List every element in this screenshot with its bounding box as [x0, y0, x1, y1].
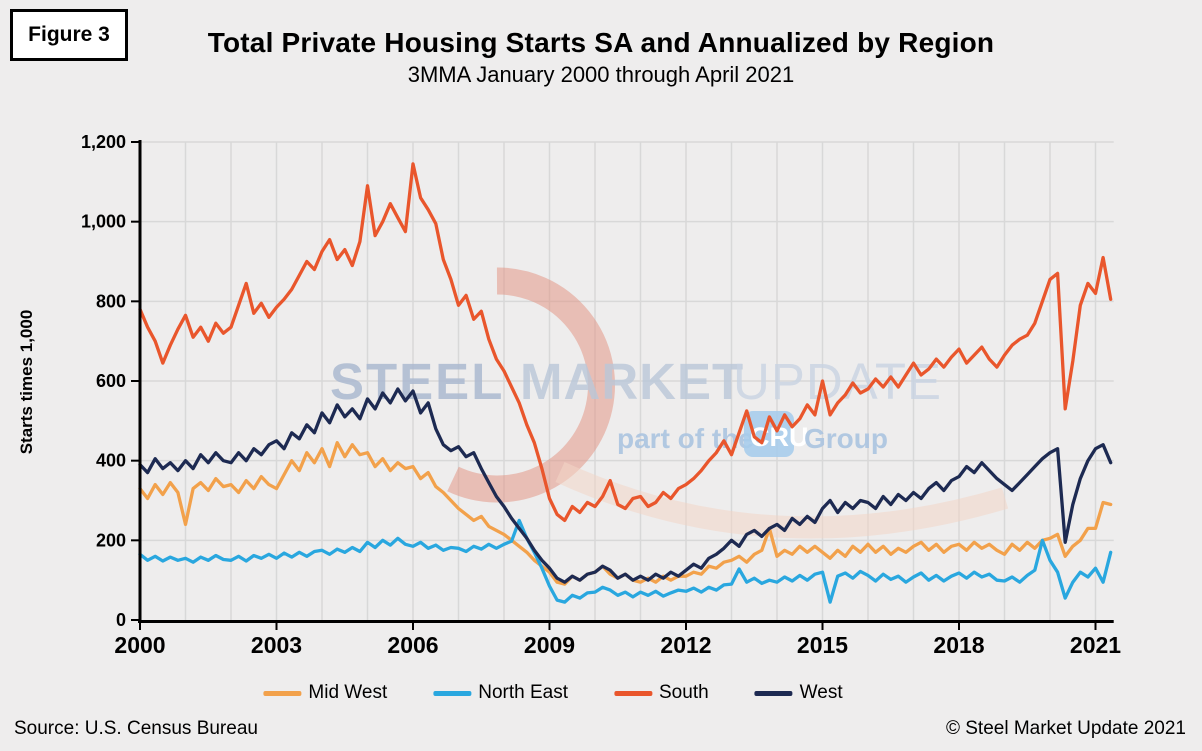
- legend-item-south: South: [614, 682, 709, 704]
- gridlines: [140, 141, 1114, 620]
- south-legend-label: South: [659, 682, 709, 703]
- data-series: [138, 162, 1113, 604]
- north-east-legend-label: North East: [478, 682, 569, 703]
- y-axis-title: Starts times 1,000: [17, 310, 36, 455]
- west-legend-line: [754, 690, 793, 696]
- watermark-tagline-suffix: Group: [804, 423, 888, 454]
- y-tick-label: 1,000: [81, 212, 126, 232]
- chart-subtitle: 3MMA January 2000 through April 2021: [407, 62, 795, 87]
- y-tick-label: 0: [116, 610, 126, 630]
- x-tick-label: 2009: [524, 632, 575, 658]
- figure-label: Figure 3: [28, 23, 110, 46]
- axes: 0 200 400 600 800 1,000 1,200 2000 2003 2006 2009 2…: [81, 132, 1121, 658]
- series-line-south: [138, 162, 1113, 523]
- y-tick-label: 200: [96, 530, 126, 550]
- series-line-north-east: [138, 518, 1113, 604]
- x-tick-label: 2006: [387, 632, 438, 658]
- copyright-note: © Steel Market Update 2021: [945, 718, 1186, 739]
- x-tick-label: 2018: [933, 632, 984, 658]
- y-tick-label: 800: [96, 291, 126, 311]
- watermark-market-text: MARKET: [520, 353, 744, 410]
- y-tick-label: 600: [96, 371, 126, 391]
- north-east-legend-line: [433, 690, 472, 696]
- y-tick-label: 1,200: [81, 132, 126, 152]
- x-tick-label: 2021: [1070, 632, 1121, 658]
- legend-item-west: West: [754, 682, 843, 704]
- watermark: STEEL MARKET UPDATE part of the CRU Grou…: [330, 267, 1009, 539]
- x-tick-label: 2015: [797, 632, 848, 658]
- south-legend-line: [614, 690, 653, 696]
- watermark-tagline-prefix: part of the: [617, 423, 754, 454]
- watermark-update-text: UPDATE: [733, 353, 942, 410]
- x-tick-label: 2012: [660, 632, 711, 658]
- chart-title: Total Private Housing Starts SA and Annu…: [207, 27, 995, 58]
- legend-item-mid-west: Mid West: [263, 682, 387, 704]
- mid-west-legend-label: Mid West: [308, 682, 388, 703]
- x-tick-label: 2003: [251, 632, 302, 658]
- watermark-swoosh-tail: [555, 461, 1009, 539]
- west-legend-label: West: [799, 682, 843, 703]
- legend-item-north-east: North East: [433, 682, 568, 704]
- legend: Mid West North East South West: [263, 682, 843, 704]
- mid-west-legend-line: [263, 690, 302, 696]
- y-tick-label: 400: [96, 451, 126, 471]
- watermark-swoosh-arc: [447, 267, 615, 503]
- series-line-west: [138, 387, 1113, 584]
- x-tick-label: 2000: [114, 632, 165, 658]
- figure-label-box: Figure 3: [10, 9, 128, 61]
- source-note: Source: U.S. Census Bureau: [14, 718, 258, 739]
